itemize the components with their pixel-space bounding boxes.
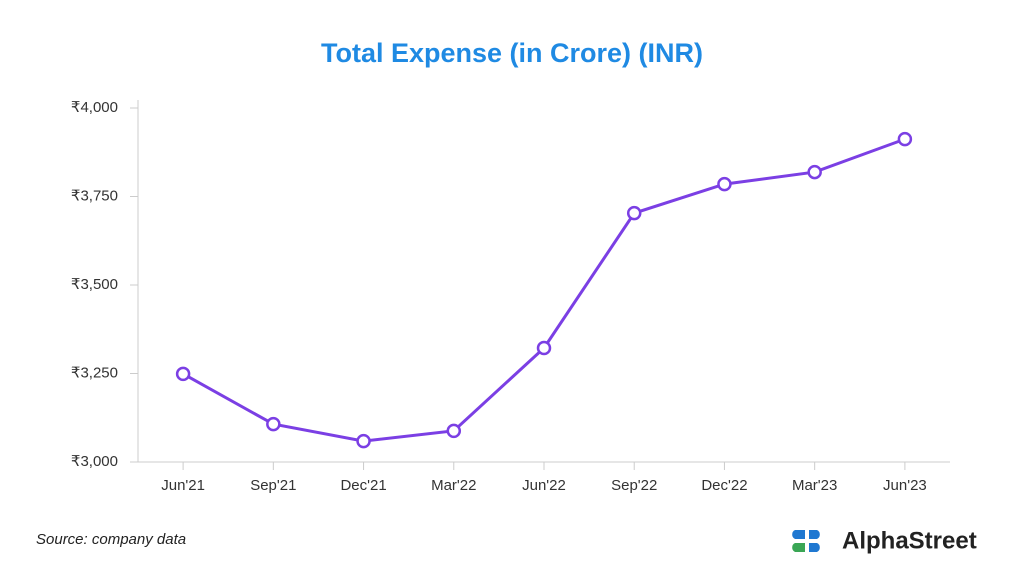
x-tick-label: Jun'23 [883,477,927,494]
data-point [266,416,281,432]
x-tick-label: Sep'21 [250,477,296,494]
y-tick-label: ₹3,500 [71,276,118,293]
chart-title: Total Expense (in Crore) (INR) [321,38,703,68]
brand-logo [792,530,820,552]
logo-shape [792,543,805,552]
x-tick-label: Dec'21 [340,477,386,494]
data-point [626,205,642,221]
logo-shape [809,543,820,552]
y-tick-label: ₹4,000 [71,99,118,116]
x-tick-label: Mar'22 [431,477,476,494]
x-tick-label: Dec'22 [701,477,747,494]
y-tick-label: ₹3,750 [71,187,118,204]
brand-name: AlphaStreet [842,527,977,554]
data-point [897,131,913,147]
data-point [446,423,462,439]
logo-shape [809,530,820,539]
x-tick-label: Mar'23 [792,477,837,494]
y-tick-label: ₹3,000 [71,453,118,470]
data-point [356,433,371,449]
source-note: Source: company data [36,531,186,548]
data-point [175,366,191,382]
data-point [807,164,822,180]
data-point [536,340,552,356]
data-point [717,176,732,192]
x-tick-label: Jun'21 [161,477,205,494]
x-tick-label: Jun'22 [522,477,566,494]
x-tick-label: Sep'22 [611,477,657,494]
series-line [182,137,906,443]
y-tick-label: ₹3,250 [71,364,118,381]
logo-shape [792,530,805,539]
